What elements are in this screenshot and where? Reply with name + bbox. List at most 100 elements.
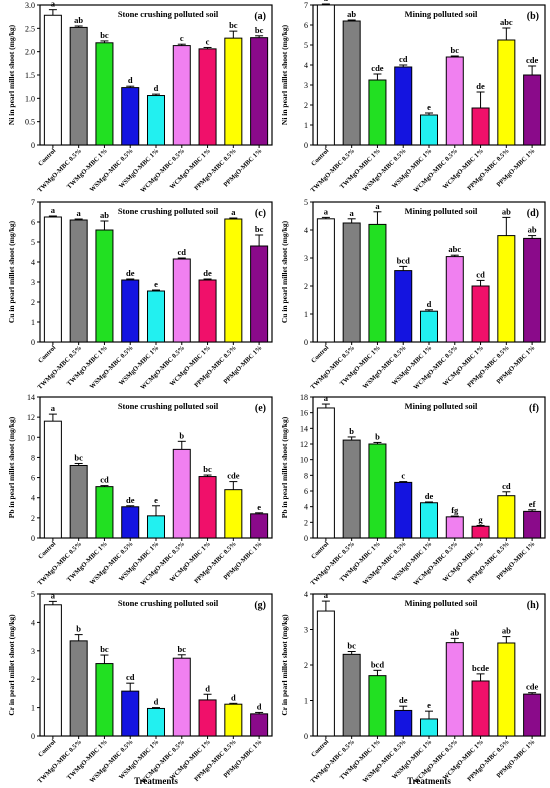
significance-letter: a xyxy=(324,590,329,600)
significance-letter: a xyxy=(51,0,56,9)
panel-title: Mining polluted soil xyxy=(405,9,478,19)
significance-letter: b xyxy=(179,430,184,440)
bar xyxy=(146,290,166,343)
y-tick-label: 6 xyxy=(31,474,35,483)
bar xyxy=(69,464,88,539)
significance-letter: e xyxy=(154,279,158,289)
bar xyxy=(523,510,542,539)
bar xyxy=(224,703,243,737)
panel-letter: (b) xyxy=(527,11,539,22)
significance-letter: d xyxy=(231,692,236,702)
x-tick-label: Control xyxy=(310,147,330,167)
panel-letter: (c) xyxy=(255,208,266,219)
significance-letter: bcde xyxy=(472,663,489,673)
bar xyxy=(394,270,413,343)
bar xyxy=(250,37,269,146)
significance-letter: cd xyxy=(178,247,187,257)
y-tick-label: 3 xyxy=(31,278,35,287)
panel-title: Stone crushing polluted soil xyxy=(118,598,219,608)
significance-letter: ab xyxy=(502,626,511,636)
x-tick-label: Control xyxy=(310,540,330,560)
bar xyxy=(368,223,387,343)
bar xyxy=(121,279,140,343)
y-tick-label: 2.0 xyxy=(25,48,35,57)
bar xyxy=(497,235,516,343)
bar xyxy=(95,42,114,146)
panel-e: 0 2 4 6 8 10 12 14 Pb in pearl millet shoot (mg/… xyxy=(7,393,273,587)
y-tick-label: 5 xyxy=(304,41,308,50)
bar xyxy=(471,680,490,737)
panel-title: Stone crushing polluted soil xyxy=(118,401,219,411)
y-tick-label: 14 xyxy=(300,424,308,433)
x-tick-label: WCMgO-MBC 0.5% xyxy=(412,344,459,391)
bar xyxy=(419,114,439,146)
y-tick-label: 5 xyxy=(31,238,35,247)
y-tick-label: 3 xyxy=(304,254,308,263)
bar xyxy=(342,222,361,343)
panel-a: 0 0.5 1.0 1.5 2.0 2.5 3.0 Ni in pearl millet sh… xyxy=(7,0,273,194)
bar xyxy=(250,245,269,343)
y-axis-label: Cr in pearl millet shoot (mg/kg) xyxy=(7,614,16,716)
bar xyxy=(419,502,439,539)
significance-letter: ab xyxy=(347,9,356,19)
y-tick-label: 16 xyxy=(300,409,308,418)
significance-letter: cde xyxy=(227,471,240,481)
significance-letter: e xyxy=(427,102,431,112)
y-tick-label: 4 xyxy=(31,258,35,267)
x-tick-label: WCMgO-MBC 0.5% xyxy=(139,540,186,587)
y-tick-label: 4 xyxy=(304,226,308,235)
significance-letter: c xyxy=(180,33,184,43)
x-tick-label: TWMgO-MBC 0.5% xyxy=(37,344,84,391)
y-tick-label: 5 xyxy=(304,198,308,207)
significance-letter: g xyxy=(478,514,483,524)
panel-letter: (f) xyxy=(529,403,539,414)
significance-letter: de xyxy=(126,268,135,278)
panel-letter: (h) xyxy=(527,600,539,611)
x-tick-label: Control xyxy=(310,344,330,364)
bar xyxy=(342,20,361,146)
significance-letter: d xyxy=(154,697,159,707)
significance-letter: ab xyxy=(450,627,459,637)
significance-letter: d xyxy=(427,299,432,309)
x-tick-label: WSMgO-MBC 0.5% xyxy=(89,540,135,586)
y-tick-label: 1 xyxy=(304,697,308,706)
y-axis-label: Pb in pearl millet shoot (mg/kg) xyxy=(280,416,289,518)
significance-letter: ab xyxy=(100,210,109,220)
significance-letter: a xyxy=(324,393,329,403)
bar xyxy=(445,256,464,343)
significance-letter: cde xyxy=(371,63,384,73)
significance-letter: ab xyxy=(502,206,511,216)
bar xyxy=(69,640,88,737)
bar xyxy=(523,237,542,343)
bar xyxy=(394,709,413,737)
bar xyxy=(198,699,217,737)
significance-letter: de xyxy=(203,268,212,278)
bar xyxy=(43,216,62,343)
significance-letter: cd xyxy=(476,269,485,279)
y-tick-label: 0 xyxy=(304,338,308,347)
significance-letter: cde xyxy=(526,682,539,692)
x-tick-label: TWMgO-MBC 0.5% xyxy=(310,147,357,194)
significance-letter: bc xyxy=(178,644,187,654)
y-tick-label: 2 xyxy=(304,101,308,110)
y-tick-label: 18 xyxy=(300,393,308,402)
bar xyxy=(497,495,516,539)
bar xyxy=(342,439,361,539)
panel-c: 0 1 2 3 4 5 6 7 Cu in pearl millet shoot (mg/kg)… xyxy=(7,198,273,391)
y-axis-label: Cr in pearl millet shoot (mg/kg) xyxy=(280,614,289,716)
y-axis-label: Ni in pearl millet shoot (mg/kg) xyxy=(7,24,16,125)
bar xyxy=(394,481,413,539)
significance-letter: bc xyxy=(203,464,212,474)
significance-letter: a xyxy=(231,207,236,217)
significance-letter: b xyxy=(375,431,380,441)
y-tick-label: 2.5 xyxy=(25,24,35,33)
bar xyxy=(224,489,243,539)
y-tick-label: 4 xyxy=(31,618,35,627)
y-tick-label: 6 xyxy=(31,218,35,227)
panel-title: Mining polluted soil xyxy=(405,401,478,411)
significance-letter: bc xyxy=(74,452,83,462)
panel-letter: (e) xyxy=(255,403,266,414)
significance-letter: a xyxy=(51,205,56,215)
y-tick-label: 12 xyxy=(300,440,308,449)
x-tick-label: WSMgO-MBC 0.5% xyxy=(362,738,408,784)
